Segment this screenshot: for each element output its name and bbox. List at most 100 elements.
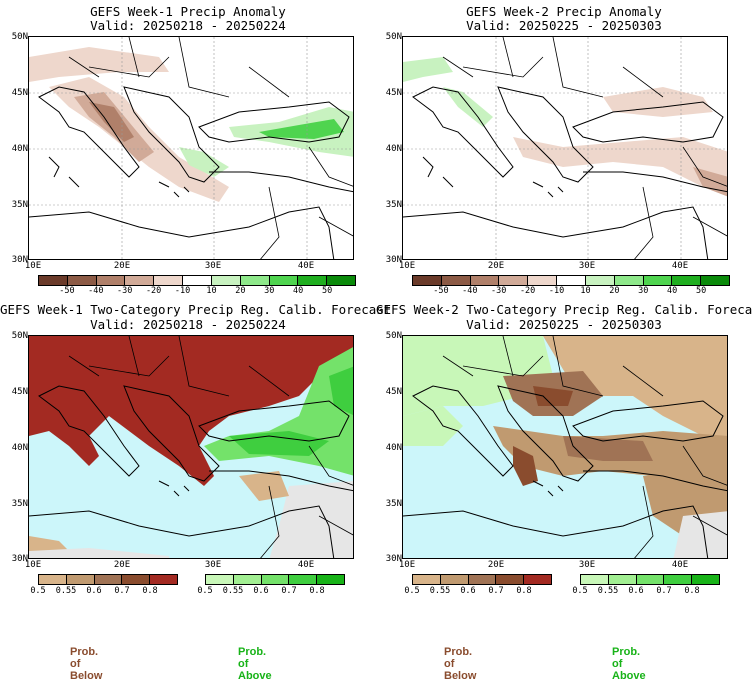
colorbar-tick-label: 50: [321, 286, 333, 296]
colorbar-tick-label: -10: [548, 286, 565, 296]
lon-label: 30E: [204, 560, 222, 570]
colorbar-tick-label: 0.55: [429, 586, 451, 596]
colorbar-swatch: [441, 276, 471, 285]
lon-label: 20E: [113, 261, 131, 271]
colorbar-swatch: [154, 276, 184, 285]
valid-period: Valid: 20250218 - 20250224: [90, 317, 286, 332]
map-graphic: [29, 336, 353, 558]
lon-label: 10E: [24, 560, 42, 570]
colorbar-tick-label: 0.6: [86, 586, 102, 596]
lat-label: 40N: [385, 144, 402, 154]
colorbar-swatch: [94, 575, 123, 584]
lon-label: 10E: [24, 261, 42, 271]
colorbar-swatch: [468, 575, 497, 584]
lon-label: 30E: [204, 261, 222, 271]
colorbar-tick-label: 40: [293, 286, 304, 296]
lat-label: 45N: [11, 387, 28, 397]
colorbar-swatch: [122, 575, 151, 584]
colorbar-swatch: [470, 276, 500, 285]
lat-label: 45N: [11, 88, 28, 98]
colorbar-tick-label: 0.7: [488, 586, 504, 596]
lat-label: 35N: [11, 200, 28, 210]
lat-label: 50N: [385, 331, 402, 341]
lat-label: 30N: [385, 554, 402, 564]
colorbar-tick-label: 0.5: [404, 586, 420, 596]
colorbar-swatch: [317, 575, 344, 584]
colorbar-swatch: [327, 276, 355, 285]
colorbar-tick-label: -20: [519, 286, 536, 296]
colorbar-tick-label: 10: [206, 286, 217, 296]
map-graphic: [403, 336, 727, 558]
colorbar-tick-label: 0.5: [197, 586, 213, 596]
lat-label: 35N: [385, 200, 402, 210]
colorbar-swatch: [608, 575, 637, 584]
colorbar-tick-label: 0.8: [684, 586, 700, 596]
colorbar-tick-label: 0.6: [253, 586, 269, 596]
colorbar-swatch: [701, 276, 729, 285]
colorbar-swatch: [440, 575, 469, 584]
lon-label: 30E: [578, 560, 596, 570]
probability-map: [402, 335, 728, 559]
lat-label: 30N: [11, 255, 28, 265]
map-graphic: [29, 37, 353, 259]
colorbar-swatch: [67, 276, 97, 285]
colorbar-tick-label: 0.7: [656, 586, 672, 596]
map-graphic: [403, 37, 727, 259]
lon-label: 20E: [487, 261, 505, 271]
lon-label: 40E: [297, 261, 315, 271]
colorbar-tick-label: 30: [264, 286, 275, 296]
above-colorbar: [580, 574, 720, 585]
colorbar-swatch: [643, 276, 673, 285]
colorbar-swatch: [636, 575, 665, 584]
colorbar-swatch: [289, 575, 318, 584]
valid-period: Valid: 20250225 - 20250303: [466, 18, 662, 33]
colorbar-tick-label: 0.55: [222, 586, 244, 596]
prob-below-caption: Prob. of Below: [70, 646, 103, 682]
colorbar-swatch: [581, 575, 609, 584]
colorbar-tick-label: 0.55: [597, 586, 619, 596]
lat-label: 45N: [385, 387, 402, 397]
colorbar-tick-label: 0.6: [628, 586, 644, 596]
below-colorbar: [412, 574, 552, 585]
lat-label: 30N: [385, 255, 402, 265]
below-colorbar: [38, 574, 178, 585]
panel-title: GEFS Week-1 Two-Category Precip Reg. Cal…: [0, 302, 392, 317]
colorbar-swatch: [66, 575, 95, 584]
probability-map: [28, 335, 354, 559]
colorbar-swatch: [261, 575, 290, 584]
above-colorbar: [205, 574, 345, 585]
colorbar-swatch: [211, 276, 241, 285]
valid-period: Valid: 20250225 - 20250303: [466, 317, 662, 332]
colorbar-tick-label: 20: [609, 286, 620, 296]
lat-label: 40N: [11, 144, 28, 154]
colorbar-swatch: [524, 575, 551, 584]
colorbar-tick-label: -50: [59, 286, 75, 296]
colorbar-tick-label: 40: [667, 286, 678, 296]
colorbar-tick-label: 0.8: [516, 586, 532, 596]
valid-period: Valid: 20250218 - 20250224: [90, 18, 286, 33]
colorbar-swatch: [557, 276, 586, 285]
colorbar-swatch: [183, 276, 212, 285]
colorbar-swatch: [496, 575, 525, 584]
lat-label: 50N: [385, 32, 402, 42]
panel-title: GEFS Week-2 Two-Category Precip Reg. Cal…: [376, 302, 752, 317]
anomaly-map: [28, 36, 354, 260]
prob-above-caption: Prob. of Above: [238, 646, 272, 682]
anomaly-map: [402, 36, 728, 260]
lon-label: 40E: [671, 560, 689, 570]
lon-label: 40E: [671, 261, 689, 271]
colorbar-tick-label: -50: [433, 286, 449, 296]
lat-label: 30N: [11, 554, 28, 564]
colorbar-tick-label: -10: [174, 286, 191, 296]
colorbar-swatch: [672, 276, 702, 285]
colorbar-tick-label: 20: [235, 286, 246, 296]
lon-label: 40E: [297, 560, 315, 570]
colorbar-swatch: [206, 575, 234, 584]
lat-label: 40N: [11, 443, 28, 453]
colorbar-swatch: [125, 276, 155, 285]
lat-label: 50N: [11, 32, 28, 42]
colorbar-tick-label: 10: [580, 286, 591, 296]
colorbar-swatch: [413, 276, 442, 285]
colorbar-swatch: [499, 276, 529, 285]
colorbar: [412, 275, 730, 286]
